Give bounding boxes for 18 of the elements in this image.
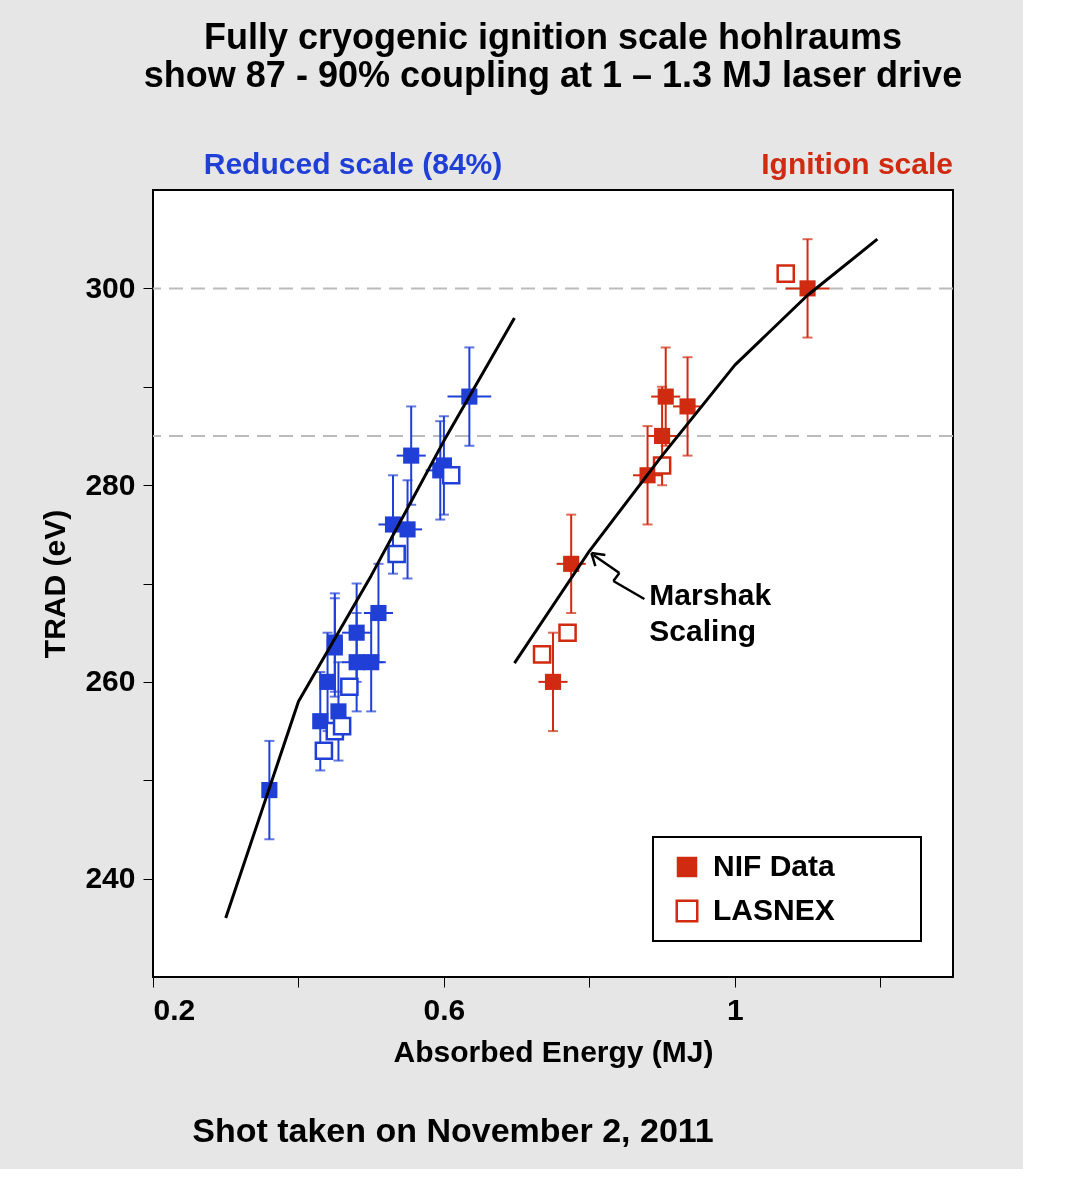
text: Shot taken on November 2, 2011 bbox=[192, 1111, 714, 1149]
x-tick-label: 1 bbox=[726, 992, 744, 1026]
y-tick-label: 260 bbox=[85, 664, 136, 698]
x-axis-title: Absorbed Energy (MJ) bbox=[393, 1034, 714, 1068]
legend-label: NIF Data bbox=[713, 849, 835, 882]
line-series bbox=[512, 237, 879, 665]
y-tick-label: 300 bbox=[85, 270, 136, 304]
x-tick-label: 0.6 bbox=[423, 992, 466, 1026]
text: Fully cryogenic ignition scale hohlraums bbox=[203, 16, 903, 57]
y-tick-label: 280 bbox=[85, 467, 136, 501]
annotation: Marshak Scaling bbox=[649, 578, 772, 648]
text: Ignition scale bbox=[761, 147, 953, 180]
legend-label: LASNEX bbox=[713, 893, 835, 926]
y-tick-label: 240 bbox=[85, 861, 136, 895]
y-axis-title: TRAD (eV) bbox=[38, 509, 72, 659]
x-tick-label: 0.2 bbox=[153, 992, 196, 1026]
text: Reduced scale (84%) bbox=[203, 147, 503, 180]
line-series bbox=[224, 316, 516, 920]
